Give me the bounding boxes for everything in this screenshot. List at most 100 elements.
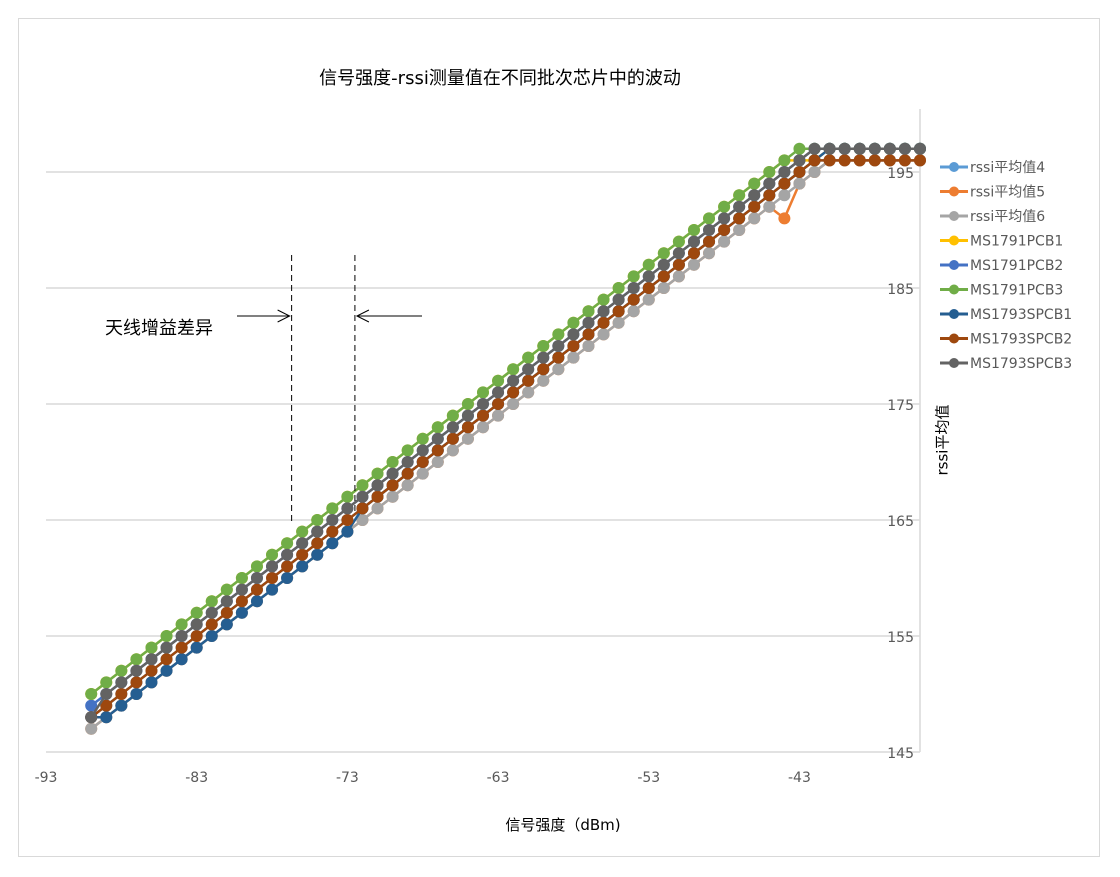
data-point (386, 456, 399, 468)
data-point (612, 305, 625, 318)
data-point (597, 328, 610, 341)
legend-marker (949, 162, 959, 172)
data-point (85, 688, 98, 700)
data-point (883, 142, 896, 155)
legend-label: MS1793SPCB2 (970, 332, 1072, 348)
data-point (808, 154, 821, 167)
data-point (356, 490, 369, 503)
data-point (446, 409, 459, 422)
data-point (220, 583, 233, 596)
y-tick-label: 175 (887, 398, 914, 414)
data-point (507, 363, 520, 376)
data-point (100, 711, 113, 724)
data-point (446, 432, 459, 445)
data-point (371, 490, 384, 503)
data-point (341, 514, 354, 526)
data-point (868, 142, 881, 155)
data-point (431, 444, 444, 457)
data-point (582, 340, 595, 352)
data-point (703, 247, 716, 260)
data-point (672, 235, 685, 248)
data-point (341, 525, 354, 538)
data-point (522, 351, 535, 364)
data-point (507, 398, 520, 410)
data-point (748, 177, 761, 190)
x-tick-label: -63 (487, 770, 510, 786)
data-point (552, 328, 565, 341)
data-point (763, 200, 776, 213)
data-point (687, 235, 700, 248)
legend-marker (949, 186, 959, 197)
data-point (778, 189, 791, 202)
data-point (793, 166, 806, 178)
data-point (205, 630, 218, 642)
data-point (492, 409, 505, 422)
data-point (250, 595, 263, 608)
data-point (190, 630, 203, 642)
data-point (778, 166, 791, 178)
data-point (281, 537, 294, 550)
data-point (296, 537, 309, 550)
data-point (642, 282, 655, 294)
data-point (115, 699, 128, 712)
data-point (492, 386, 505, 399)
data-point (793, 154, 806, 167)
y-tick-label: 195 (887, 166, 914, 182)
data-point (175, 618, 188, 631)
data-point (522, 374, 535, 387)
data-point (552, 363, 565, 376)
data-point (175, 630, 188, 642)
y-tick-label: 145 (887, 746, 914, 762)
data-point (326, 502, 339, 515)
data-point (733, 212, 746, 225)
data-point (311, 537, 324, 550)
data-point (446, 444, 459, 457)
data-point (416, 456, 429, 468)
data-point (778, 212, 791, 225)
x-tick-label: -93 (35, 770, 58, 786)
data-point (266, 572, 279, 584)
data-point (160, 630, 173, 642)
data-point (582, 305, 595, 318)
data-point (914, 142, 926, 155)
x-tick-label: -73 (336, 770, 359, 786)
data-point (100, 676, 113, 689)
data-point (85, 722, 98, 735)
legend-marker (949, 309, 959, 319)
data-point (672, 270, 685, 283)
data-point (341, 502, 354, 515)
data-point (220, 618, 233, 631)
data-point (567, 316, 580, 329)
data-point (250, 560, 263, 573)
data-point (160, 641, 173, 654)
arrow-head-icon (277, 309, 291, 323)
data-point (371, 502, 384, 515)
data-point (492, 374, 505, 387)
data-point (250, 572, 263, 584)
data-point (235, 595, 248, 608)
data-point (85, 711, 98, 724)
data-point (537, 351, 550, 364)
data-point (145, 664, 158, 677)
data-point (190, 618, 203, 631)
data-point (100, 699, 113, 712)
data-point (718, 200, 731, 213)
data-point (703, 212, 716, 225)
data-point (296, 525, 309, 538)
data-point (778, 154, 791, 167)
data-point (281, 560, 294, 573)
data-point (250, 583, 263, 596)
data-point (657, 282, 670, 294)
data-point (567, 328, 580, 341)
data-point (718, 224, 731, 236)
data-point (145, 676, 158, 689)
data-point (778, 177, 791, 190)
data-point (748, 200, 761, 213)
data-point (461, 421, 474, 434)
data-point (552, 351, 565, 364)
x-tick-label: -43 (788, 770, 811, 786)
data-point (401, 467, 414, 480)
legend-label: MS1793SPCB1 (970, 307, 1072, 323)
data-point (160, 664, 173, 677)
